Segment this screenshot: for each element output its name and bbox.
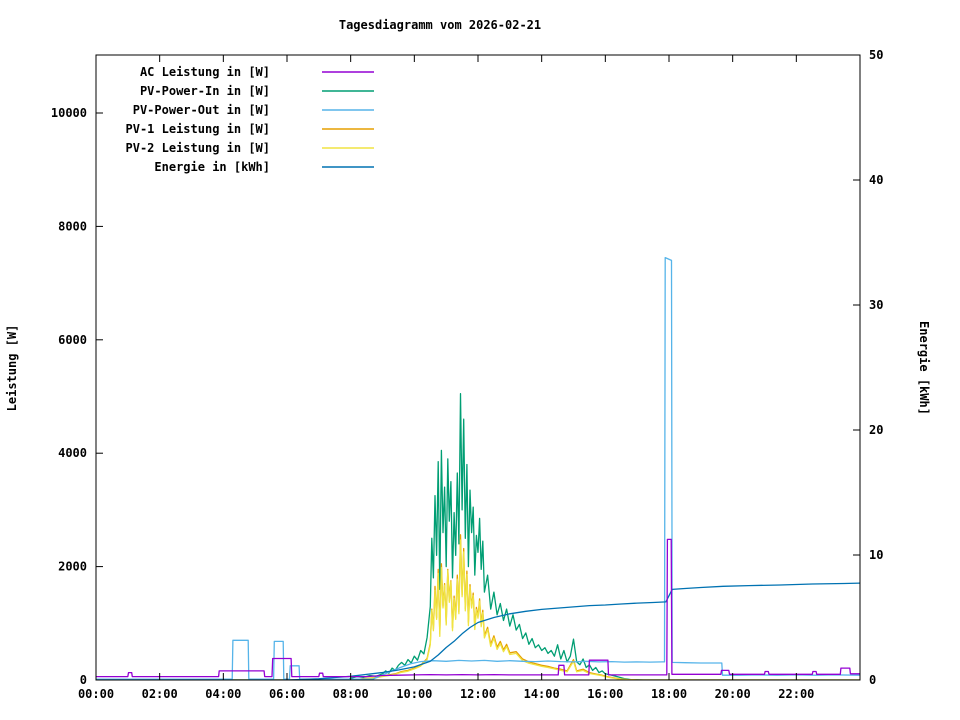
y-left-tick-label: 6000 — [58, 333, 87, 347]
x-tick-label: 02:00 — [142, 687, 178, 701]
x-tick-label: 06:00 — [269, 687, 305, 701]
y-left-tick-label: 8000 — [58, 219, 87, 233]
x-tick-label: 22:00 — [778, 687, 814, 701]
series-line-energie — [96, 582, 860, 680]
chart-generated-content: AC Leistung in [W] PV-Power-In in [W] PV-P… — [96, 65, 860, 680]
legend-label-energie: Energie in [kWh] — [154, 160, 270, 174]
x-tick-label: 12:00 — [460, 687, 496, 701]
series-line-ac — [96, 538, 860, 678]
y-right-tick-label: 40 — [869, 173, 883, 187]
y-right-tick-label: 30 — [869, 298, 883, 312]
y-axis-right-label: Energie [kWh] — [917, 321, 931, 415]
y-right-tick-label: 50 — [869, 48, 883, 62]
x-tick-label: 08:00 — [333, 687, 369, 701]
legend-label-pv_in: PV-Power-In in [W] — [140, 84, 270, 98]
y-left-tick-label: 4000 — [58, 446, 87, 460]
y-right-tick-label: 10 — [869, 548, 883, 562]
series-line-pv1 — [96, 534, 860, 680]
y-axis-left-label: Leistung [W] — [5, 325, 19, 412]
y-right-tick-label: 0 — [869, 673, 876, 687]
x-tick-label: 14:00 — [524, 687, 560, 701]
x-tick-label: 18:00 — [651, 687, 687, 701]
legend-label-pv1: PV-1 Leistung in [W] — [126, 122, 271, 136]
y-left-tick-label: 0 — [80, 673, 87, 687]
chart-title: Tagesdiagramm vom 2026-02-21 — [339, 18, 541, 32]
legend-label-pv2: PV-2 Leistung in [W] — [126, 141, 271, 155]
x-tick-label: 20:00 — [715, 687, 751, 701]
x-tick-label: 16:00 — [587, 687, 623, 701]
legend-label-ac: AC Leistung in [W] — [140, 65, 270, 79]
x-tick-label: 10:00 — [396, 687, 432, 701]
x-tick-label: 00:00 — [78, 687, 114, 701]
series-line-pv_out — [96, 256, 860, 680]
y-left-tick-label: 10000 — [51, 106, 87, 120]
axis-ticks: 0 2000 4000 6000 8000 10000 0 10 20 30 40 50 00:00 02… — [51, 48, 884, 701]
y-right-tick-label: 20 — [869, 423, 883, 437]
x-tick-label: 04:00 — [205, 687, 241, 701]
series-line-pv_in — [96, 393, 860, 680]
legend-label-pv_out: PV-Power-Out in [W] — [133, 103, 270, 117]
y-left-tick-label: 2000 — [58, 560, 87, 574]
